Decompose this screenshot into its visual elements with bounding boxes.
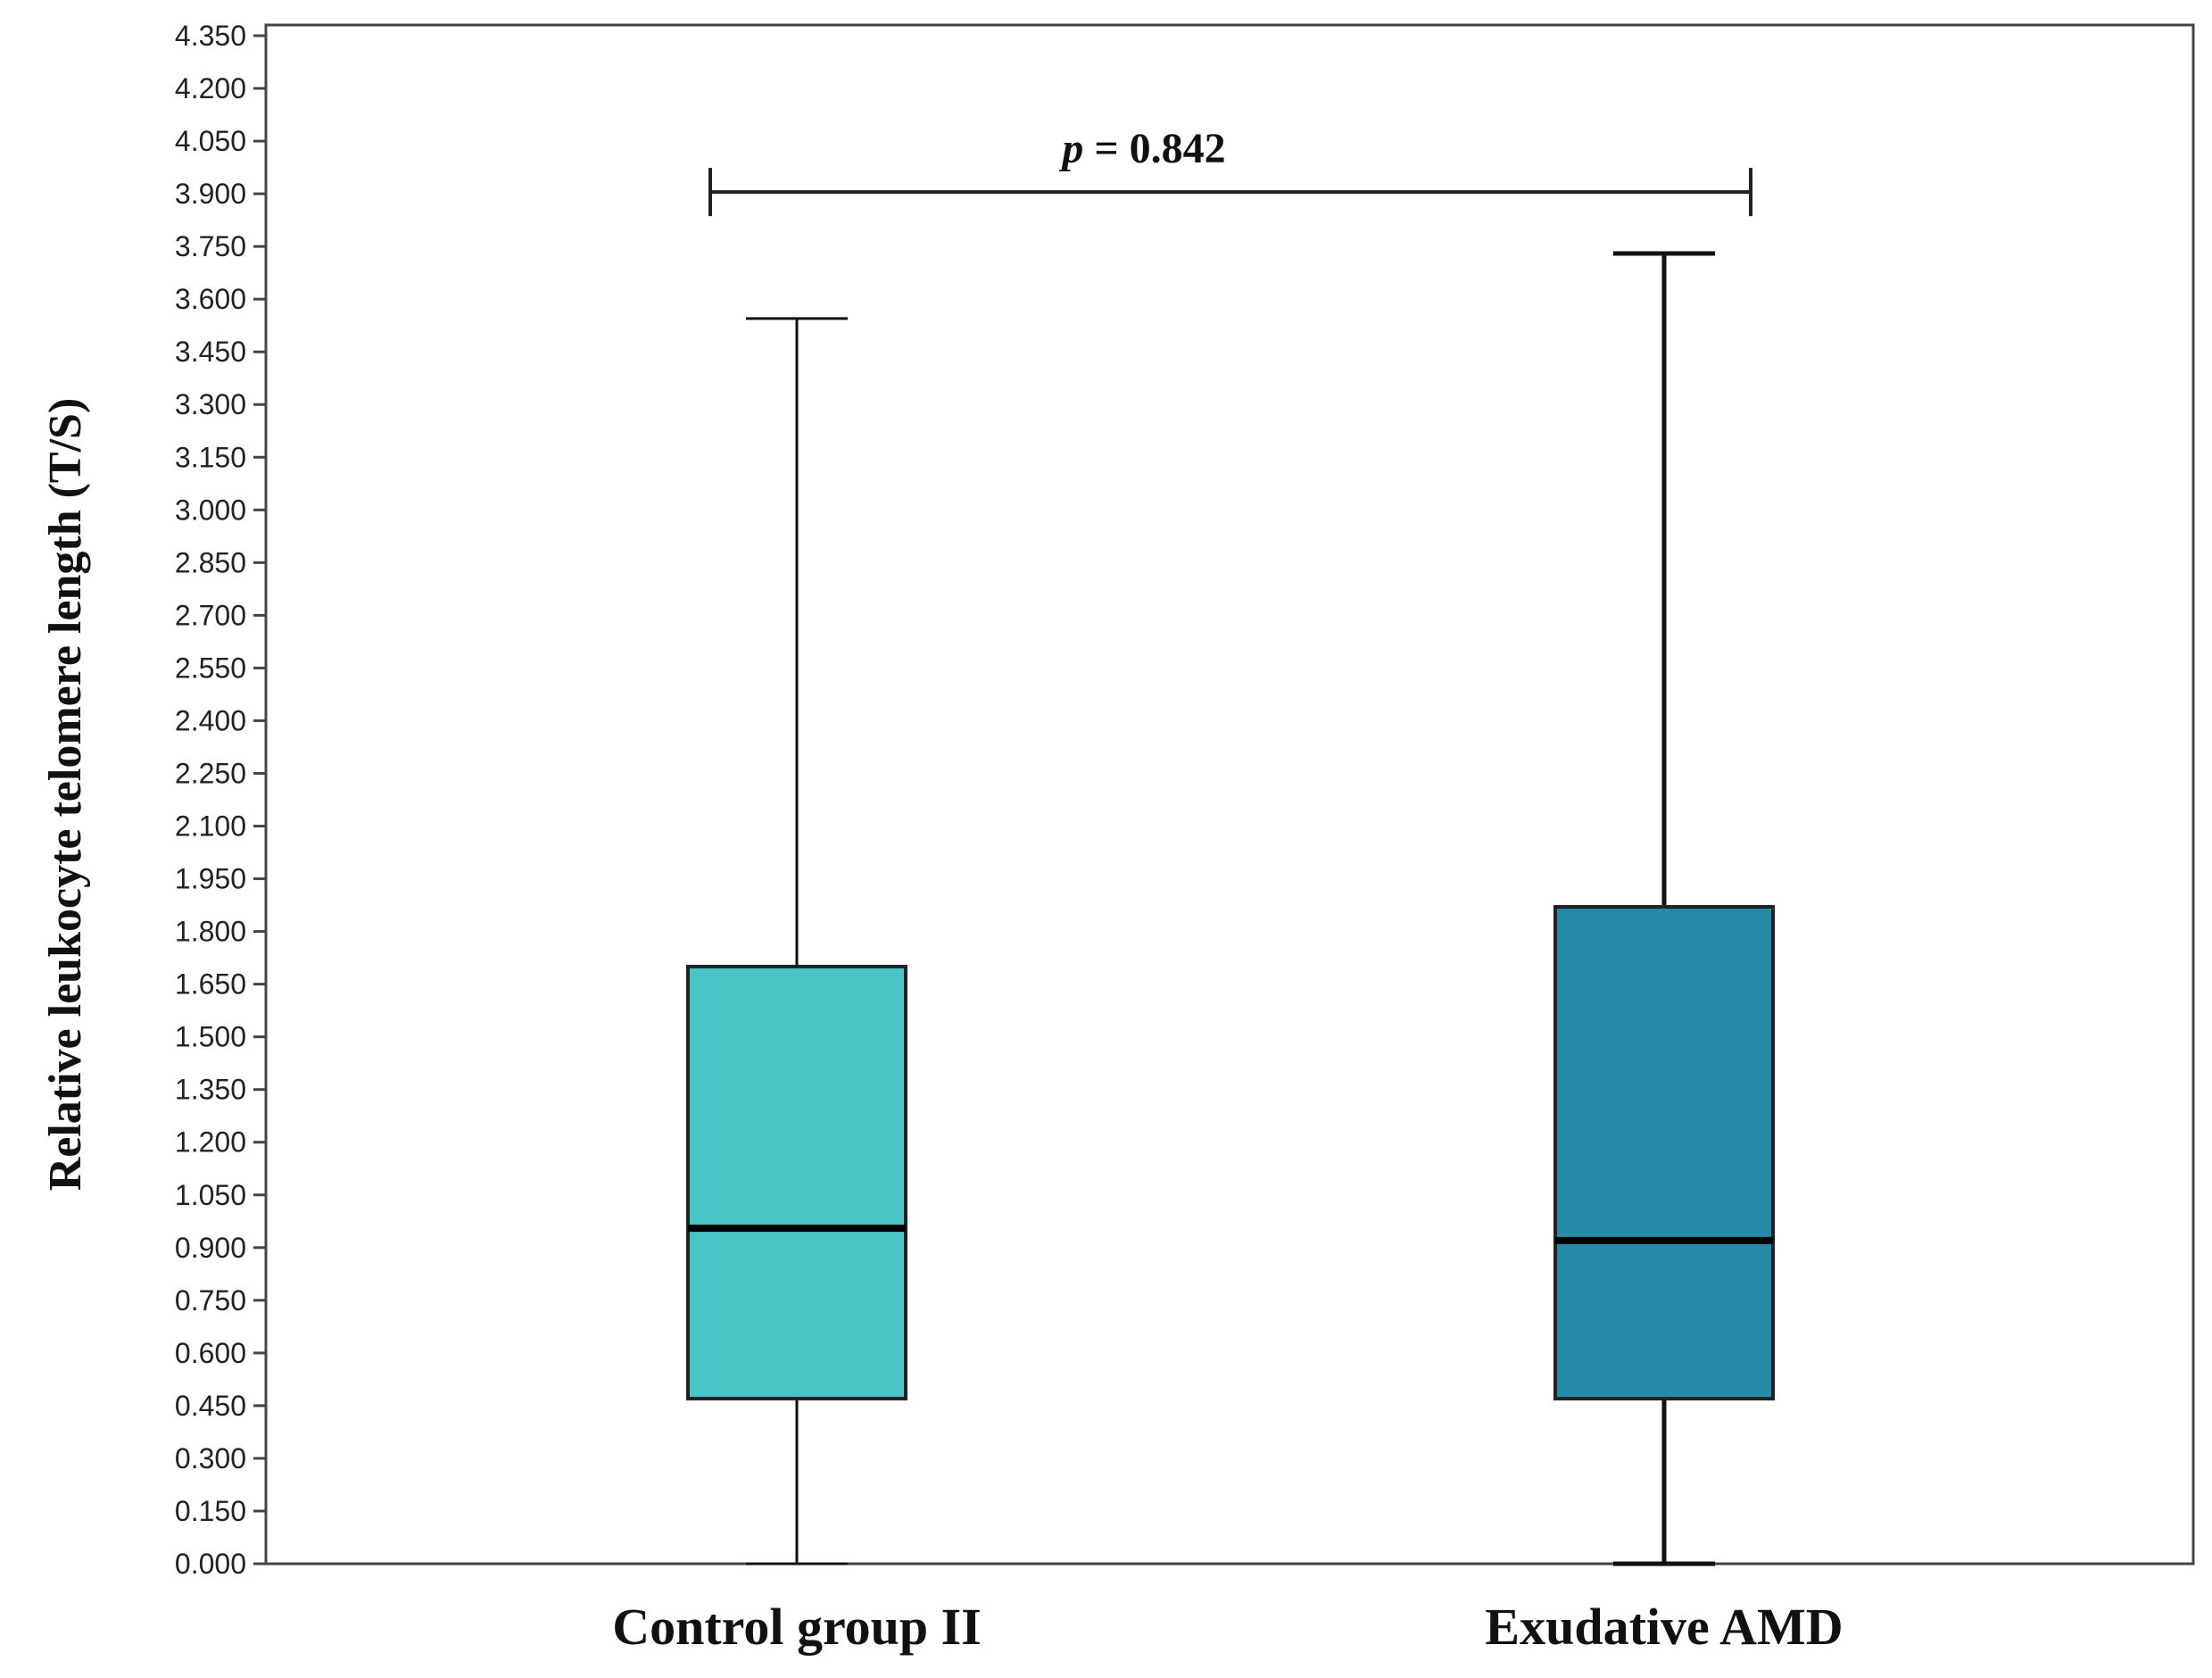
y-tick-label: 0.600 xyxy=(175,1337,246,1369)
y-axis-label: Relative leukocyte telomere length (T/S) xyxy=(40,398,91,1192)
significance-annotation: p = 0.842 xyxy=(708,125,1752,217)
y-tick-label: 4.350 xyxy=(175,20,246,52)
x-axis-labels: Control group II Exudative AMD xyxy=(612,1598,1843,1656)
p-symbol: p xyxy=(1058,125,1083,172)
x-category-label: Exudative AMD xyxy=(1485,1598,1843,1656)
y-tick-label: 2.850 xyxy=(175,546,246,578)
y-tick-label: 3.300 xyxy=(175,388,246,420)
boxes xyxy=(686,251,1775,1566)
y-tick-label: 4.200 xyxy=(175,72,246,104)
y-tick-label: 3.900 xyxy=(175,178,246,210)
y-tick-label: 3.750 xyxy=(175,230,246,262)
y-tick-label: 0.150 xyxy=(175,1495,246,1527)
y-tick-label: 2.100 xyxy=(175,810,246,843)
x-category-label: Control group II xyxy=(612,1598,982,1656)
y-tick-label: 0.000 xyxy=(175,1548,246,1580)
y-tick-label: 3.150 xyxy=(175,441,246,473)
y-tick-label: 3.000 xyxy=(175,494,246,526)
y-tick-label: 0.900 xyxy=(175,1232,246,1264)
y-tick-label: 0.450 xyxy=(175,1390,246,1422)
y-tick-label: 2.250 xyxy=(175,757,246,789)
box-body xyxy=(686,964,907,1401)
y-tick-label: 1.350 xyxy=(175,1074,246,1106)
y-tick-label: 2.400 xyxy=(175,704,246,736)
y-tick-label: 1.650 xyxy=(175,968,246,1001)
box-body xyxy=(1553,905,1775,1401)
y-tick-label: 1.800 xyxy=(175,916,246,948)
y-tick-label: 4.050 xyxy=(175,125,246,157)
y-tick-label: 1.950 xyxy=(175,863,246,895)
y-tick-label: 0.750 xyxy=(175,1284,246,1317)
p-value-text: = 0.842 xyxy=(1083,125,1225,172)
p-value-label: p = 0.842 xyxy=(1058,125,1225,172)
plot-area-frame xyxy=(264,23,2195,1566)
y-tick-label: 2.550 xyxy=(175,652,246,684)
y-tick-label: 2.700 xyxy=(175,599,246,631)
box-0 xyxy=(686,317,907,1566)
y-tick-label: 1.050 xyxy=(175,1179,246,1211)
y-tick-label: 3.600 xyxy=(175,283,246,315)
y-tick-label: 0.300 xyxy=(175,1442,246,1474)
y-tick-label: 1.200 xyxy=(175,1126,246,1159)
y-tick-label: 3.450 xyxy=(175,336,246,368)
y-tick-label: 1.500 xyxy=(175,1021,246,1053)
y-axis: 0.000 0.150 0.300 0.450 0.600 0.750 0.900 1.050… xyxy=(175,20,266,1580)
box-1 xyxy=(1553,251,1775,1566)
